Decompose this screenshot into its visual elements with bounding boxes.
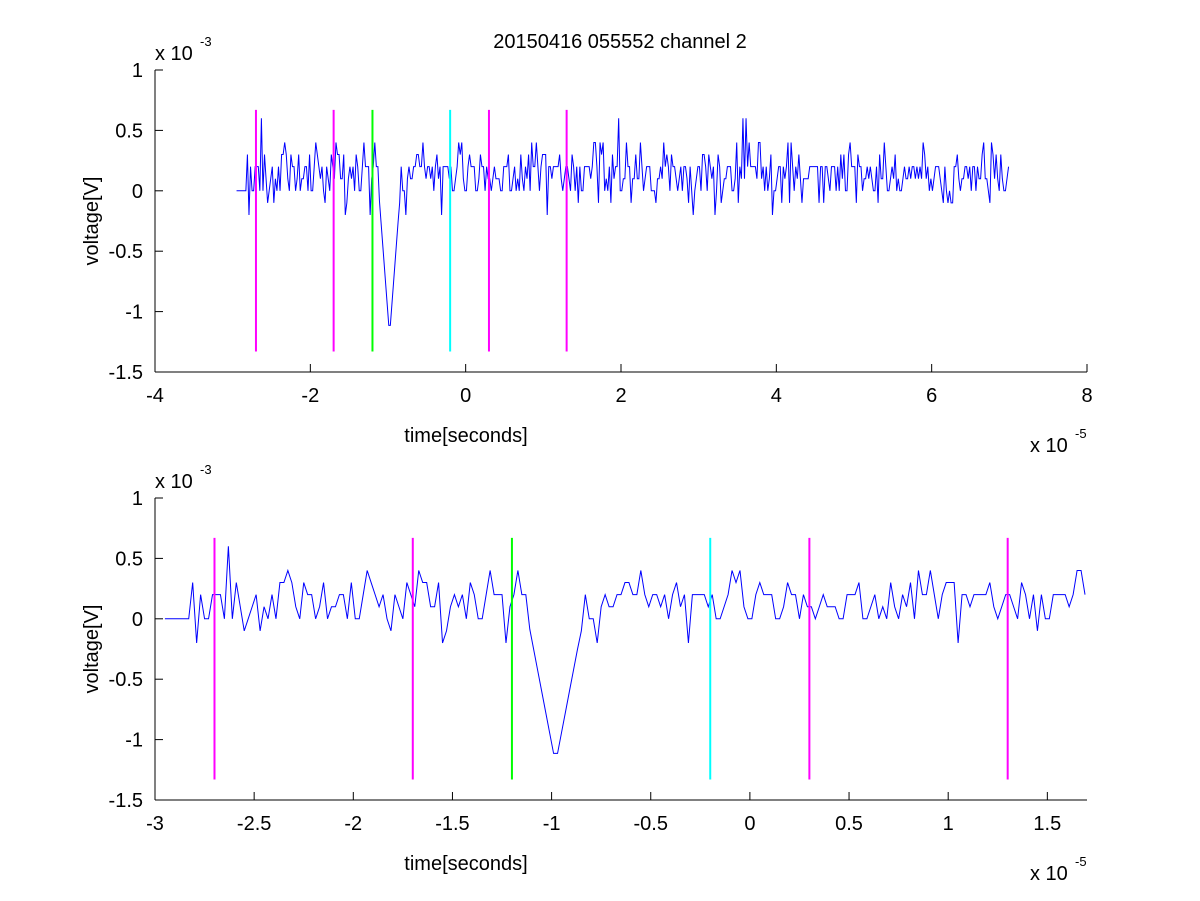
x-tick-label: 8 bbox=[1081, 385, 1092, 407]
y-exponent-power: -3 bbox=[200, 462, 212, 477]
x-tick-label: -0.5 bbox=[634, 813, 668, 835]
y-tick-label: -1 bbox=[125, 302, 143, 324]
signal-trace bbox=[164, 546, 1086, 754]
x-tick-label: 0 bbox=[460, 385, 471, 407]
x-tick-label: -2.5 bbox=[237, 813, 271, 835]
y-tick-label: 1 bbox=[132, 488, 143, 510]
y-exponent-multiplier: x 10 bbox=[155, 471, 193, 493]
y-tick-label: 0 bbox=[132, 181, 143, 203]
y-tick-label: -1.5 bbox=[109, 790, 143, 812]
subplot-1: -4 -2 0 2 4 6 8 1 0.5 0 -0.5 -1 -1.5 time[seconds] vol… bbox=[81, 34, 1093, 457]
y-tick-label: 0 bbox=[132, 609, 143, 631]
x-tick-label: -1.5 bbox=[435, 813, 469, 835]
y-tick-label: -0.5 bbox=[109, 241, 143, 263]
x-tick-label: 1 bbox=[943, 813, 954, 835]
x-tick-label: 1.5 bbox=[1033, 813, 1061, 835]
subplot-2: -3 -2.5 -2 -1.5 -1 -0.5 0 0.5 1 1.5 1 0.5 0 -0.5 -1 -1.… bbox=[81, 462, 1087, 885]
figure-title: 20150416 055552 channel 2 bbox=[493, 31, 747, 53]
x-tick-label: 6 bbox=[926, 385, 937, 407]
x-tick-label: 0 bbox=[744, 813, 755, 835]
x-exponent-power: -5 bbox=[1075, 854, 1087, 869]
x-tick-label: -2 bbox=[301, 385, 319, 407]
x-tick-label: -3 bbox=[146, 813, 164, 835]
x-exponent-power: -5 bbox=[1075, 426, 1087, 441]
x-axis-label: time[seconds] bbox=[404, 853, 527, 875]
x-tick-label: 4 bbox=[771, 385, 782, 407]
y-tick-label: -0.5 bbox=[109, 669, 143, 691]
x-tick-label: -4 bbox=[146, 385, 164, 407]
y-axis-label: voltage[V] bbox=[81, 177, 103, 266]
x-exponent-multiplier: x 10 bbox=[1030, 435, 1068, 457]
y-exponent-multiplier: x 10 bbox=[155, 43, 193, 65]
x-axis-label: time[seconds] bbox=[404, 425, 527, 447]
plots-container: -4 -2 0 2 4 6 8 1 0.5 0 -0.5 -1 -1.5 time[seconds] vol… bbox=[81, 34, 1093, 885]
y-tick-label: 0.5 bbox=[115, 548, 143, 570]
y-exponent-power: -3 bbox=[200, 34, 212, 49]
y-tick-label: 0.5 bbox=[115, 120, 143, 142]
y-tick-label: 1 bbox=[132, 60, 143, 82]
x-tick-label: 0.5 bbox=[835, 813, 863, 835]
y-axis-label: voltage[V] bbox=[81, 605, 103, 694]
signal-trace bbox=[236, 118, 1010, 326]
x-tick-label: -2 bbox=[344, 813, 362, 835]
x-exponent-multiplier: x 10 bbox=[1030, 863, 1068, 885]
y-tick-label: -1 bbox=[125, 730, 143, 752]
x-tick-label: 2 bbox=[615, 385, 626, 407]
x-tick-label: -1 bbox=[543, 813, 561, 835]
y-tick-label: -1.5 bbox=[109, 362, 143, 384]
